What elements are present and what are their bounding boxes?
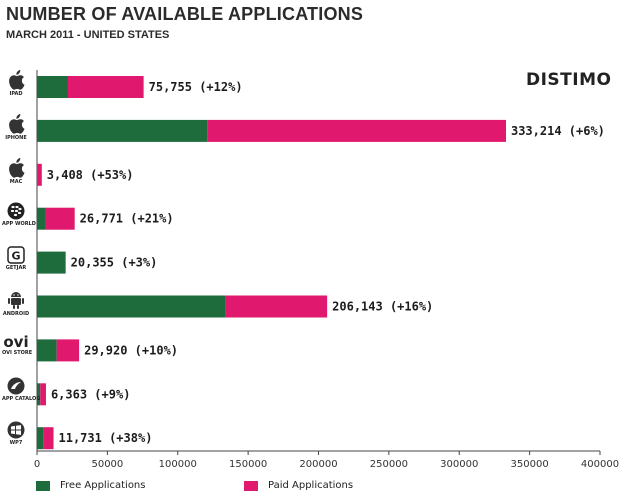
bar-free: [37, 251, 66, 274]
platform-icon-iphone: IPHONE: [2, 113, 30, 141]
legend-item-free: Free Applications: [36, 480, 145, 492]
svg-text:G: G: [11, 249, 20, 262]
apple-icon: [2, 157, 30, 178]
bar-free: [37, 207, 46, 230]
platform-caption: WP7: [9, 440, 23, 447]
legend-label-paid: Paid Applications: [268, 480, 354, 491]
x-tick-label: 200000: [299, 459, 337, 470]
bar-paid: [40, 383, 46, 406]
platform-icon-android: ANDROID: [2, 290, 30, 317]
bar-value-label: 29,920 (+10%): [84, 343, 178, 357]
bar-free: [37, 339, 57, 362]
legend-swatch-paid: [244, 480, 258, 491]
legend-item-paid: Paid Applications: [244, 480, 353, 492]
getjar-icon: G: [2, 245, 30, 264]
platform-icon-app-catalog: APP CATALOG: [2, 377, 41, 403]
platform-caption: IPAD: [9, 91, 23, 97]
x-tick-label: 150000: [229, 459, 267, 470]
bar-paid: [207, 119, 506, 142]
bar-value-label: 3,408 (+53%): [47, 168, 134, 182]
platform-icon-wp7: WP7: [2, 421, 30, 446]
platform-caption: MAC: [9, 178, 23, 185]
apple-icon: [2, 113, 30, 134]
x-tick-label: 50000: [91, 459, 123, 470]
x-tick-label: 0: [34, 459, 40, 470]
bar-value-label: 20,355 (+3%): [71, 256, 158, 270]
platform-caption: GETJAR: [5, 264, 27, 271]
palm-icon: [2, 377, 30, 395]
platform-icon-ipad: IPAD: [2, 70, 30, 97]
blackberry-icon: [2, 202, 30, 220]
x-tick-label: 400000: [581, 459, 619, 470]
bar-value-label: 26,771 (+21%): [80, 212, 174, 226]
apple-icon: [2, 70, 30, 90]
bar-free: [37, 295, 226, 318]
chart-subtitle: MARCH 2011 - UNITED STATES: [6, 29, 170, 41]
x-tick-label: 350000: [511, 459, 549, 470]
platform-icon-mac: MAC: [2, 157, 30, 185]
platform-caption: IPHONE: [5, 134, 27, 141]
bar-free: [37, 119, 208, 142]
x-tick-label: 300000: [440, 459, 478, 470]
legend-label-free: Free Applications: [60, 480, 146, 491]
distimo-logo: DISTIMO: [526, 70, 612, 90]
bar-value-label: 206,143 (+16%): [332, 300, 433, 314]
bar-paid: [43, 427, 54, 450]
bar-paid: [225, 295, 328, 318]
bar-free: [37, 383, 41, 406]
bar-value-label: 6,363 (+9%): [51, 387, 130, 401]
bar-value-label: 11,731 (+38%): [59, 431, 153, 445]
platform-icon-ovi-store: ovi OVI STORE: [2, 333, 33, 357]
bar-paid: [67, 76, 144, 98]
svg-text:ovi: ovi: [3, 333, 28, 349]
android-icon: [2, 290, 30, 310]
platform-icon-getjar: G GETJAR: [2, 245, 30, 271]
platform-caption: APP CATALOG: [2, 396, 41, 403]
windows-icon: [2, 421, 30, 439]
bar-free: [37, 76, 68, 98]
bar-paid: [56, 339, 80, 362]
bar-free: [37, 163, 38, 186]
chart-title: NUMBER OF AVAILABLE APPLICATIONS: [6, 4, 364, 24]
bar-value-label: 333,214 (+6%): [511, 124, 605, 138]
ovi-icon: ovi: [2, 333, 30, 349]
platform-icon-app-world: APP WORLD: [2, 202, 36, 227]
bar-free: [37, 427, 44, 450]
bar-paid: [37, 163, 42, 186]
platform-caption: APP WORLD: [2, 220, 36, 227]
legend-swatch-free: [36, 480, 50, 491]
platform-caption: OVI STORE: [2, 350, 33, 357]
x-tick-label: 100000: [159, 459, 197, 470]
bar-value-label: 75,755 (+12%): [149, 80, 243, 94]
platform-caption: ANDROID: [2, 310, 30, 317]
x-tick-label: 250000: [370, 459, 408, 470]
bar-paid: [45, 207, 75, 230]
